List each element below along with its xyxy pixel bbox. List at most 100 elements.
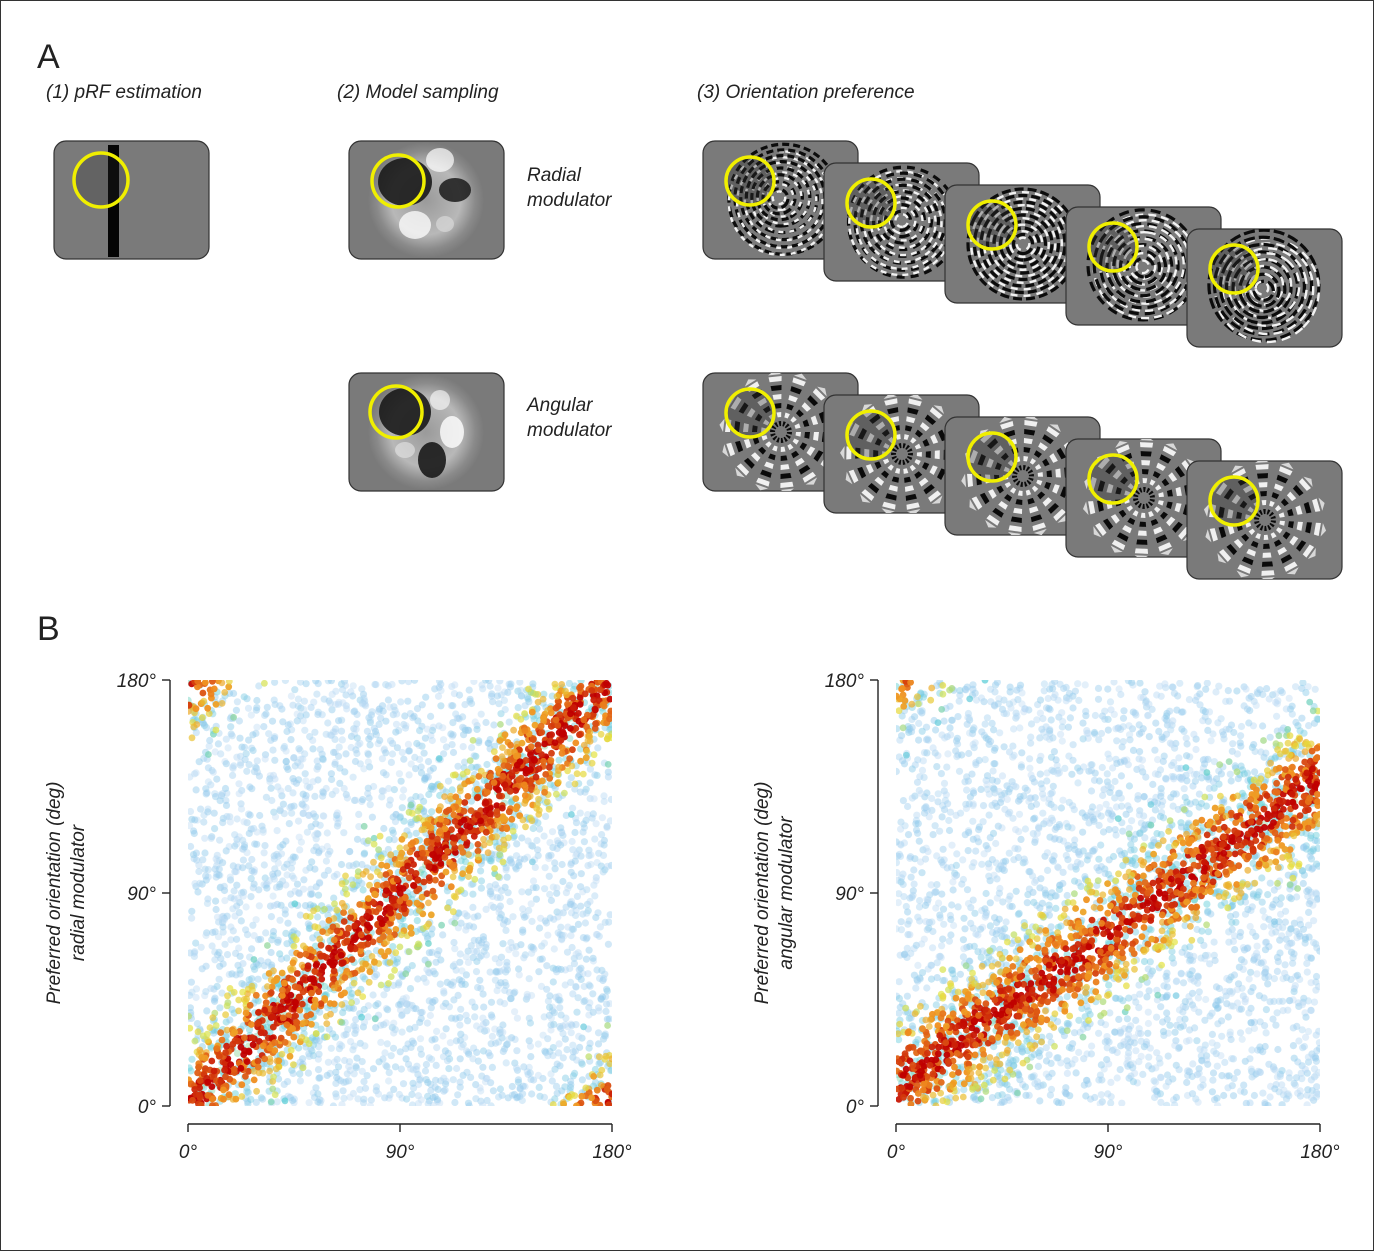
scatter-point xyxy=(599,1035,608,1043)
scatter-point xyxy=(482,940,490,949)
scatter-point xyxy=(556,1023,564,1031)
scatter-point xyxy=(455,691,464,699)
scatter-point xyxy=(501,688,509,696)
scatter-point xyxy=(513,752,520,760)
scatter-point xyxy=(216,836,224,844)
scatter-point xyxy=(380,745,388,753)
scatter-point xyxy=(347,732,356,740)
scatter-point xyxy=(476,1025,484,1033)
scatter-point xyxy=(301,902,310,910)
scatter-point xyxy=(406,1025,414,1033)
scatter-point xyxy=(406,1001,414,1009)
scatter-point xyxy=(520,855,529,863)
scatter-point xyxy=(253,1087,260,1095)
scatter-point xyxy=(492,1039,500,1047)
scatter-point xyxy=(467,880,475,888)
scatter-point xyxy=(314,710,322,719)
scatter-point xyxy=(212,793,220,801)
scatter-point xyxy=(530,945,538,953)
scatter-point xyxy=(291,762,299,770)
scatter-point xyxy=(237,1043,245,1051)
scatter-point xyxy=(600,836,609,845)
scatter-point xyxy=(477,877,486,885)
scatter-point xyxy=(490,903,498,911)
scatter-point xyxy=(1137,728,1145,737)
scatter-point xyxy=(209,1014,217,1021)
scatter-point xyxy=(243,995,251,1003)
scatter-point xyxy=(309,810,317,818)
scatter-point xyxy=(524,837,532,845)
scatter-point xyxy=(1181,793,1189,802)
scatter-point xyxy=(232,971,240,979)
scatter-point xyxy=(414,975,422,983)
scatter-point xyxy=(479,685,487,693)
scatter-point xyxy=(222,1011,230,1019)
scatter-point xyxy=(368,813,376,821)
scatter-point xyxy=(482,1026,491,1034)
scatter-point xyxy=(526,1069,534,1077)
scatter-point xyxy=(427,712,435,720)
scatter-point xyxy=(590,795,598,803)
scatter-point xyxy=(1056,881,1064,889)
scatter-point xyxy=(1061,764,1069,772)
scatter-point xyxy=(395,912,403,920)
scatter-point xyxy=(317,941,325,949)
scatter-point xyxy=(483,788,491,796)
scatter-point xyxy=(597,730,605,738)
angular-label-line1: Angular xyxy=(527,395,593,416)
scatter-point xyxy=(496,1029,504,1037)
scatter-point xyxy=(601,918,609,926)
scatter-point xyxy=(296,993,303,1001)
scatter-point xyxy=(571,857,579,865)
scatter-point xyxy=(380,1021,388,1029)
scatter-point xyxy=(332,1079,340,1087)
scatter-point xyxy=(390,1085,398,1093)
scatter-point xyxy=(358,700,366,708)
scatter-point xyxy=(428,998,436,1006)
scatter-point xyxy=(1045,911,1053,919)
scatter-point xyxy=(407,1043,415,1051)
scatter-point xyxy=(215,871,223,879)
scatter-point xyxy=(1209,730,1217,738)
scatter-point xyxy=(569,925,578,933)
scatter-point xyxy=(1201,755,1209,763)
caption-orientation-preference: (3) Orientation preference xyxy=(697,82,915,103)
scatter-point xyxy=(225,970,233,979)
scatter-point xyxy=(388,1023,396,1031)
scatter-point xyxy=(562,903,570,911)
scatter-point xyxy=(470,832,478,840)
scatter-point xyxy=(904,908,912,916)
scatter-point xyxy=(569,846,577,854)
scatter-point xyxy=(389,711,397,719)
scatter-point xyxy=(493,833,500,841)
scatter-point xyxy=(513,1047,521,1055)
scatter-point xyxy=(376,736,384,744)
scatter-point xyxy=(1182,823,1190,831)
scatter-point xyxy=(547,1070,555,1078)
scatter-point xyxy=(549,964,557,972)
scatter-point xyxy=(422,1060,430,1069)
scatter-point xyxy=(506,897,514,906)
scatter-point xyxy=(311,1037,319,1045)
scatter-point xyxy=(461,1033,469,1041)
scatter-point xyxy=(253,696,261,705)
scatter-point xyxy=(897,841,905,849)
scatter-point xyxy=(347,914,354,921)
scatter-point xyxy=(583,747,591,755)
scatter-point xyxy=(386,796,394,804)
scatter-point xyxy=(428,726,437,734)
scatter-point xyxy=(1279,975,1287,983)
scatter-point xyxy=(492,967,500,975)
scatter-point xyxy=(914,913,922,921)
scatter-point xyxy=(248,945,256,953)
scatter-point xyxy=(408,1001,416,1010)
scatter-point xyxy=(595,849,603,857)
scatter-point xyxy=(1161,714,1169,722)
scatter-point xyxy=(290,943,298,950)
scatter-point xyxy=(1201,1016,1209,1024)
scatter-point xyxy=(254,936,263,944)
scatter-point xyxy=(284,721,292,729)
scatter-point xyxy=(1307,888,1315,896)
scatter-point xyxy=(250,932,258,940)
scatter-point xyxy=(1087,808,1095,816)
